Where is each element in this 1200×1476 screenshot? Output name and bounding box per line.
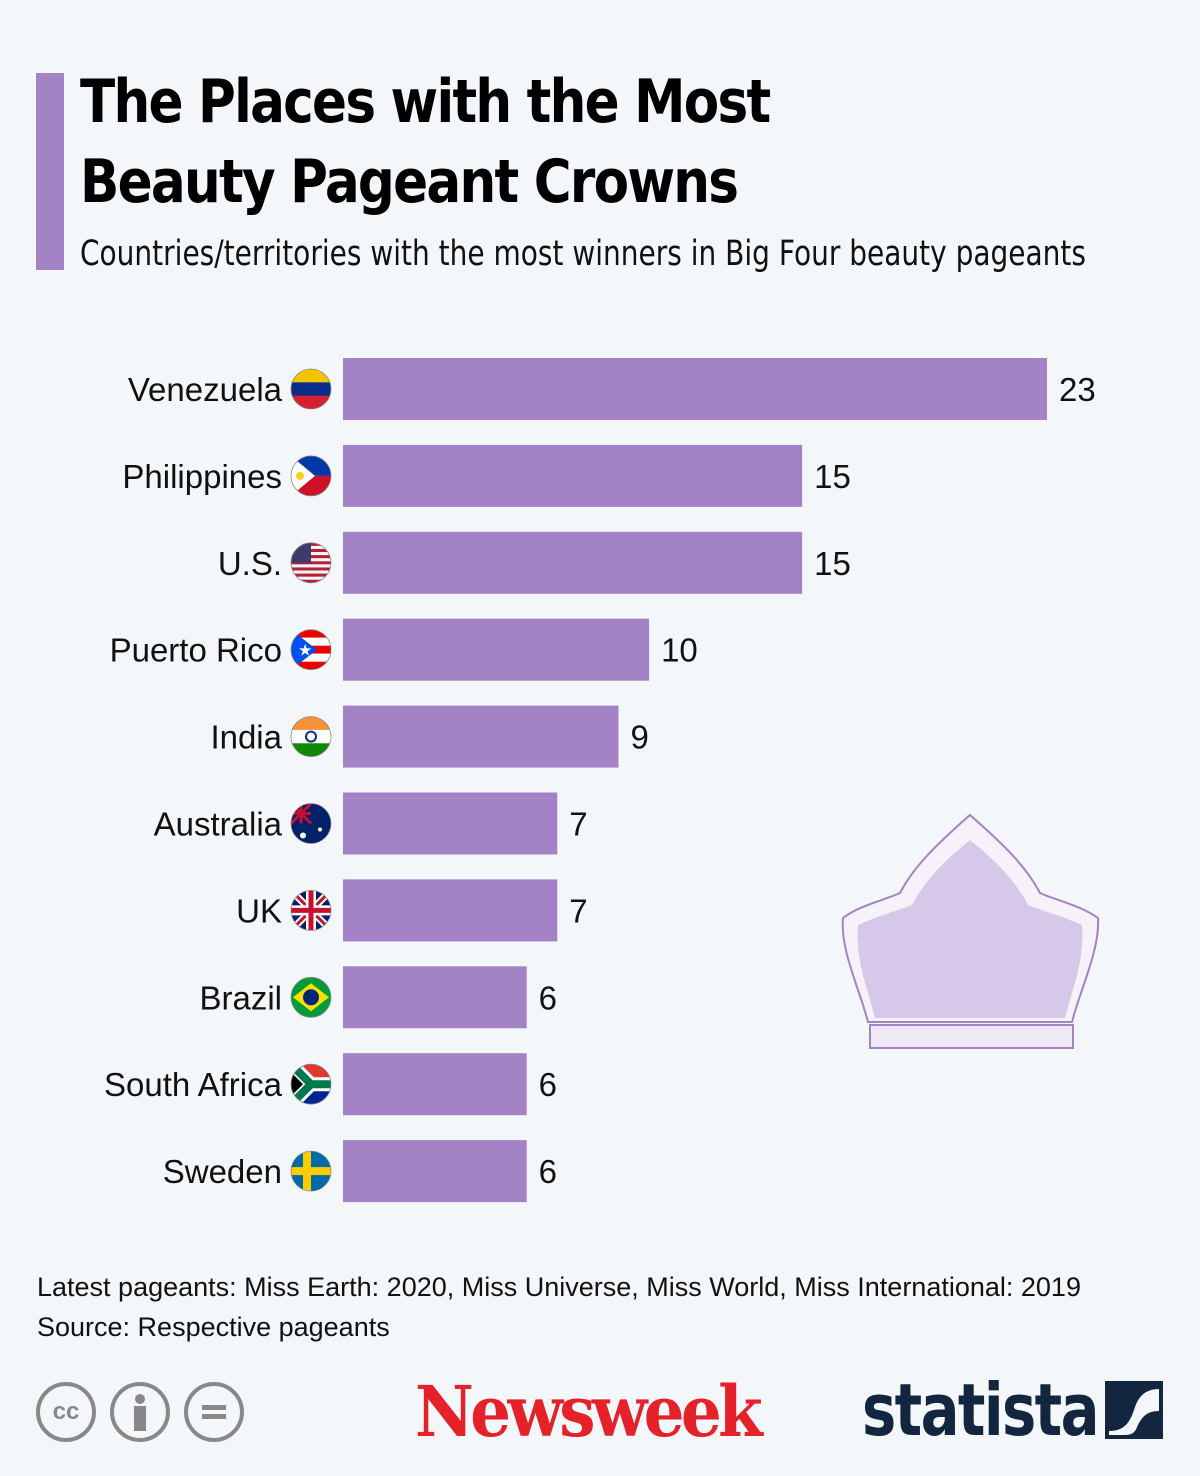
- category-label: UK: [236, 892, 282, 929]
- statista-logo: statista: [862, 1368, 1099, 1452]
- value-label: 10: [661, 632, 698, 669]
- creative-commons-icon: cc: [36, 1382, 96, 1442]
- category-label: Sweden: [163, 1153, 282, 1190]
- source-note: Source: Respective pageants: [37, 1312, 390, 1342]
- bar-chart: Venezuela 23 Philippines 15 U.S. 15 Puerto Ric…: [104, 358, 1100, 1203]
- bar-india: [343, 705, 619, 768]
- bar-venezuela: [343, 358, 1047, 420]
- india-flag-icon: [290, 716, 332, 757]
- value-label: 6: [539, 1066, 557, 1103]
- chart-title: The Places with the Most Beauty Pageant …: [80, 62, 771, 222]
- crown-icon: [841, 813, 1100, 1049]
- venezuela-flag-icon: [290, 368, 332, 410]
- category-label: Philippines: [122, 458, 282, 495]
- value-label: 6: [539, 979, 557, 1016]
- bar-sweden: [343, 1140, 527, 1203]
- australia-flag-icon: [290, 803, 332, 844]
- category-label: Australia: [154, 806, 283, 843]
- category-label: India: [210, 719, 282, 756]
- title-line-1: The Places with the Most: [80, 67, 771, 137]
- bar-u-s-: [343, 531, 803, 594]
- sweden-flag-icon: [290, 1150, 332, 1192]
- value-label: 9: [630, 719, 648, 756]
- newsweek-logo: Newsweek: [415, 1370, 763, 1453]
- title-line-2: Beauty Pageant Crowns: [80, 147, 739, 217]
- philippines-flag-icon: [290, 455, 332, 497]
- us-flag-icon: [290, 542, 332, 584]
- bar-uk: [343, 879, 558, 942]
- statista-mark-icon: [1105, 1381, 1163, 1439]
- category-label: Puerto Rico: [110, 632, 282, 669]
- chart-subtitle: Countries/territories with the most winn…: [80, 234, 1086, 274]
- attribution-icon: [110, 1382, 170, 1442]
- value-label: 23: [1059, 371, 1096, 408]
- category-label: Venezuela: [128, 371, 283, 408]
- title-accent-bar: [36, 73, 64, 270]
- license-icons: cc: [36, 1382, 244, 1442]
- bar-puerto-rico: [343, 618, 650, 681]
- bar-brazil: [343, 966, 527, 1029]
- uk-flag-icon: [290, 890, 332, 931]
- category-label: Brazil: [199, 979, 282, 1016]
- brazil-flag-icon: [290, 976, 332, 1018]
- category-label: U.S.: [218, 545, 282, 582]
- value-label: 15: [814, 458, 851, 495]
- svg-text:★: ★: [298, 643, 312, 660]
- category-label: South Africa: [104, 1066, 283, 1103]
- puerto-rico-flag-icon: ★: [290, 629, 332, 671]
- bar-australia: [343, 792, 558, 855]
- bar-south-africa: [343, 1053, 527, 1116]
- no-derivatives-icon: [184, 1382, 244, 1442]
- latest-pageants-note: Latest pageants: Miss Earth: 2020, Miss …: [37, 1272, 1081, 1302]
- bar-philippines: [343, 444, 803, 507]
- value-label: 7: [569, 806, 587, 843]
- value-label: 15: [814, 545, 851, 582]
- south-africa-flag-icon: [290, 1063, 332, 1105]
- value-label: 6: [539, 1153, 557, 1190]
- value-label: 7: [569, 892, 587, 929]
